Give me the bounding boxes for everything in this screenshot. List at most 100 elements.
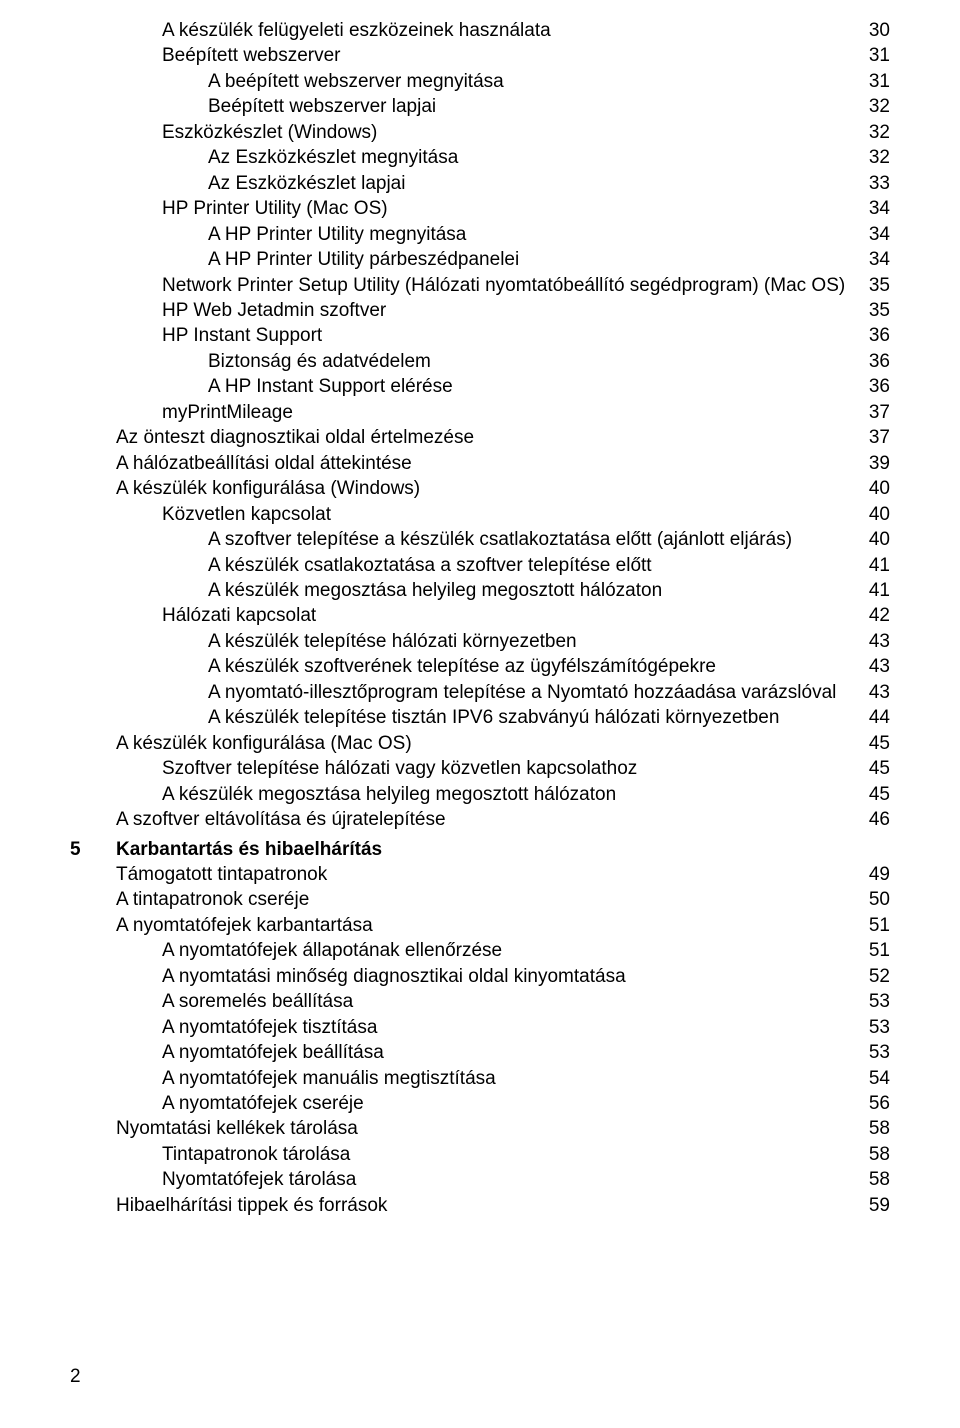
toc-entry-page: 37 xyxy=(869,400,890,425)
toc-entry[interactable]: Szoftver telepítése hálózati vagy közvet… xyxy=(70,756,890,781)
toc-entry-label: Közvetlen kapcsolat xyxy=(162,502,331,527)
toc-entry-page: 37 xyxy=(869,425,890,450)
toc-entry[interactable]: A nyomtatófejek tisztítása 53 xyxy=(70,1015,890,1040)
chapter-number: 5 xyxy=(70,837,116,862)
toc-entry-label: A készülék konfigurálása (Mac OS) xyxy=(116,731,412,756)
toc-entry[interactable]: A készülék megosztása helyileg megosztot… xyxy=(70,578,890,603)
toc-entry-label: Hálózati kapcsolat xyxy=(162,603,316,628)
toc-entry[interactable]: A készülék konfigurálása (Windows)40 xyxy=(70,476,890,501)
toc-entry[interactable]: A készülék szoftverének telepítése az üg… xyxy=(70,654,890,679)
toc-entry-page: 40 xyxy=(869,502,890,527)
toc-entry-page: 56 xyxy=(869,1091,890,1116)
toc-entry[interactable]: Az Eszközkészlet megnyitása32 xyxy=(70,145,890,170)
toc-entry-page: 34 xyxy=(869,247,890,272)
toc-entry[interactable]: A készülék felügyeleti eszközeinek haszn… xyxy=(70,18,890,43)
toc-entry-label: A nyomtatófejek állapotának ellenőrzése xyxy=(162,938,502,963)
toc-entry-label: A tintapatronok cseréje xyxy=(116,887,309,912)
toc-entry-label: Szoftver telepítése hálózati vagy közvet… xyxy=(162,756,637,781)
toc-entry[interactable]: HP Instant Support 36 xyxy=(70,323,890,348)
toc-entry-page: 42 xyxy=(869,603,890,628)
toc-entry-page: 52 xyxy=(869,964,890,989)
toc-entry-page: 43 xyxy=(869,680,890,705)
toc-entry[interactable]: Nyomtatófejek tárolása58 xyxy=(70,1167,890,1192)
toc-entry[interactable]: Közvetlen kapcsolat 40 xyxy=(70,502,890,527)
toc-entry[interactable]: Nyomtatási kellékek tárolása 58 xyxy=(70,1116,890,1141)
toc-entry[interactable]: A HP Instant Support elérése36 xyxy=(70,374,890,399)
toc-entry[interactable]: Biztonság és adatvédelem36 xyxy=(70,349,890,374)
toc-section-1: A készülék felügyeleti eszközeinek haszn… xyxy=(70,18,890,833)
toc-entry[interactable]: A nyomtatási minőség diagnosztikai oldal… xyxy=(70,964,890,989)
toc-entry-page: 45 xyxy=(869,756,890,781)
toc-entry[interactable]: A HP Printer Utility párbeszédpanelei34 xyxy=(70,247,890,272)
toc-entry-label: A készülék felügyeleti eszközeinek haszn… xyxy=(162,18,551,43)
toc-entry-label: A szoftver telepítése a készülék csatlak… xyxy=(208,527,792,552)
toc-entry[interactable]: myPrintMileage37 xyxy=(70,400,890,425)
toc-entry-label: Network Printer Setup Utility (Hálózati … xyxy=(162,273,845,298)
toc-entry-label: A nyomtatófejek manuális megtisztítása xyxy=(162,1066,496,1091)
toc-entry[interactable]: A készülék telepítése hálózati környezet… xyxy=(70,629,890,654)
toc-entry-page: 35 xyxy=(869,273,890,298)
chapter-heading: 5 Karbantartás és hibaelhárítás xyxy=(70,837,890,862)
toc-entry[interactable]: A készülék konfigurálása (Mac OS) 45 xyxy=(70,731,890,756)
toc-entry-label: A nyomtatófejek beállítása xyxy=(162,1040,384,1065)
page: A készülék felügyeleti eszközeinek haszn… xyxy=(0,0,960,1428)
toc-entry-label: HP Web Jetadmin szoftver xyxy=(162,298,386,323)
toc-entry[interactable]: A tintapatronok cseréje 50 xyxy=(70,887,890,912)
toc-entry-page: 51 xyxy=(869,938,890,963)
toc-entry-label: A készülék csatlakoztatása a szoftver te… xyxy=(208,553,652,578)
toc-entry[interactable]: A nyomtatófejek beállítása53 xyxy=(70,1040,890,1065)
toc-entry-label: Nyomtatási kellékek tárolása xyxy=(116,1116,358,1141)
toc-entry[interactable]: A készülék megosztása helyileg megosztot… xyxy=(70,782,890,807)
toc-entry[interactable]: A készülék telepítése tisztán IPV6 szabv… xyxy=(70,705,890,730)
toc-entry[interactable]: Eszközkészlet (Windows)32 xyxy=(70,120,890,145)
toc-entry[interactable]: A beépített webszerver megnyitása31 xyxy=(70,69,890,94)
toc-entry-page: 40 xyxy=(869,527,890,552)
toc-entry[interactable]: A nyomtatófejek állapotának ellenőrzése 5… xyxy=(70,938,890,963)
toc-entry-page: 34 xyxy=(869,196,890,221)
toc-entry[interactable]: HP Web Jetadmin szoftver35 xyxy=(70,298,890,323)
toc-entry[interactable]: Network Printer Setup Utility (Hálózati … xyxy=(70,273,890,298)
toc-entry[interactable]: A nyomtatófejek karbantartása51 xyxy=(70,913,890,938)
toc-entry[interactable]: Beépített webszerver31 xyxy=(70,43,890,68)
toc-entry-page: 40 xyxy=(869,476,890,501)
toc-entry[interactable]: Beépített webszerver lapjai32 xyxy=(70,94,890,119)
toc-entry-page: 41 xyxy=(869,578,890,603)
toc-entry[interactable]: A soremelés beállítása53 xyxy=(70,989,890,1014)
toc-entry-page: 58 xyxy=(869,1142,890,1167)
toc-entry[interactable]: A HP Printer Utility megnyitása34 xyxy=(70,222,890,247)
toc-entry[interactable]: A nyomtató-illesztőprogram telepítése a … xyxy=(70,680,890,705)
toc-entry-page: 32 xyxy=(869,145,890,170)
toc-entry[interactable]: A nyomtatófejek cseréje 56 xyxy=(70,1091,890,1116)
toc-entry-page: 45 xyxy=(869,731,890,756)
toc-entry-label: Az Eszközkészlet lapjai xyxy=(208,171,405,196)
toc-entry[interactable]: Az Eszközkészlet lapjai33 xyxy=(70,171,890,196)
toc-entry-label: A készülék megosztása helyileg megosztot… xyxy=(208,578,662,603)
toc-entry-page: 45 xyxy=(869,782,890,807)
toc-entry-label: A nyomtatófejek cseréje xyxy=(162,1091,364,1116)
page-number: 2 xyxy=(70,1366,81,1388)
toc-entry-label: Hibaelhárítási tippek és források xyxy=(116,1193,387,1218)
toc-entry-page: 50 xyxy=(869,887,890,912)
toc-entry[interactable]: Tintapatronok tárolása58 xyxy=(70,1142,890,1167)
toc-entry-page: 58 xyxy=(869,1116,890,1141)
toc-entry[interactable]: A készülék csatlakoztatása a szoftver te… xyxy=(70,553,890,578)
toc-entry[interactable]: A szoftver eltávolítása és újratelepítés… xyxy=(70,807,890,832)
toc-entry-label: A soremelés beállítása xyxy=(162,989,353,1014)
toc-entry-label: HP Instant Support xyxy=(162,323,322,348)
toc-entry[interactable]: Támogatott tintapatronok49 xyxy=(70,862,890,887)
toc-entry[interactable]: A nyomtatófejek manuális megtisztítása54 xyxy=(70,1066,890,1091)
toc-entry-label: A HP Printer Utility megnyitása xyxy=(208,222,466,247)
toc-entry-label: A nyomtatófejek tisztítása xyxy=(162,1015,377,1040)
toc-entry-label: Támogatott tintapatronok xyxy=(116,862,327,887)
toc-entry[interactable]: Hálózati kapcsolat 42 xyxy=(70,603,890,628)
toc-entry[interactable]: Az önteszt diagnosztikai oldal értelmezé… xyxy=(70,425,890,450)
toc-entry-page: 53 xyxy=(869,1015,890,1040)
toc-entry[interactable]: A hálózatbeállítási oldal áttekintése39 xyxy=(70,451,890,476)
toc-entry-label: A hálózatbeállítási oldal áttekintése xyxy=(116,451,412,476)
toc-entry-label: A nyomtató-illesztőprogram telepítése a … xyxy=(208,680,836,705)
toc-entry-page: 36 xyxy=(869,323,890,348)
toc-entry-label: Beépített webszerver lapjai xyxy=(208,94,436,119)
toc-entry[interactable]: Hibaelhárítási tippek és források59 xyxy=(70,1193,890,1218)
toc-entry[interactable]: HP Printer Utility (Mac OS)34 xyxy=(70,196,890,221)
toc-entry[interactable]: A szoftver telepítése a készülék csatlak… xyxy=(70,527,890,552)
